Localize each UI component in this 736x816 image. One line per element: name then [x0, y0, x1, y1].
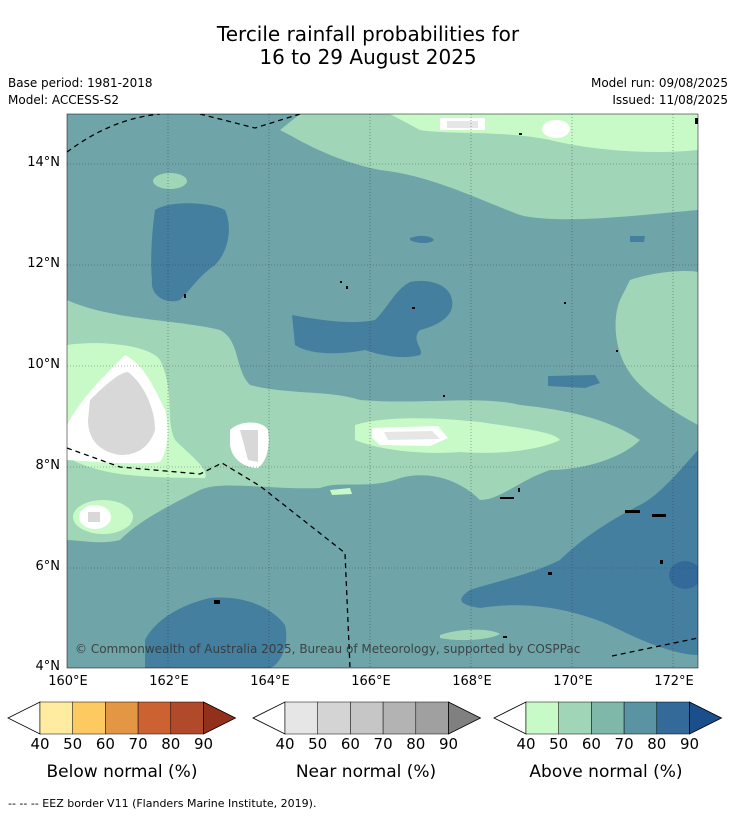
colorbar-under-arrow — [493, 701, 527, 735]
colorbar-tick-label: 90 — [438, 735, 459, 753]
issued-date: Issued: 11/08/2025 — [612, 93, 728, 107]
colorbar-segment — [317, 701, 351, 735]
base-period: Base period: 1981-2018 — [8, 76, 153, 90]
colorbar-segment — [558, 701, 592, 735]
colorbar-under-arrow — [252, 701, 286, 735]
region-above-50-central — [67, 300, 640, 543]
graticule — [67, 114, 698, 668]
lon-label-170e: 170°E — [553, 674, 593, 689]
lon-label-172e: 172°E — [654, 674, 694, 689]
region-above-70-southeast — [461, 450, 698, 655]
lon-label-162e: 162°E — [149, 674, 189, 689]
copyright-text: © Commonwealth of Australia 2025, Bureau… — [75, 642, 580, 656]
colorbar-tick-label: 50 — [308, 735, 328, 753]
region-above-70-blip2 — [630, 236, 645, 242]
colorbar-over-arrow — [203, 701, 237, 735]
near-spot-south — [88, 512, 100, 522]
lat-label-6n: 6°N — [35, 559, 61, 574]
near-patch-north — [447, 121, 478, 128]
map-fill-layer — [67, 114, 698, 668]
eez-footnote: -- -- -- EEZ border V11 (Flanders Marine… — [8, 797, 317, 810]
lon-label-166e: 166°E — [351, 674, 391, 689]
region-above-70-east — [548, 375, 600, 388]
colorbar-title-near: Near normal (%) — [295, 762, 437, 782]
region-above-50-south — [440, 629, 500, 641]
colorbar-over-arrow — [689, 701, 723, 735]
lon-label-164e: 164°E — [250, 674, 290, 689]
near-patch-west — [88, 372, 155, 455]
region-above-70-center — [292, 280, 453, 358]
model-name: Model: ACCESS-S2 — [8, 93, 120, 107]
lon-label-168e: 168°E — [452, 674, 492, 689]
title-line-1: Tercile rainfall probabilities for — [216, 22, 520, 46]
colorbar-tick-label: 90 — [193, 735, 214, 753]
colorbar-segment — [382, 701, 417, 735]
region-above-70-southwest — [145, 597, 287, 668]
lat-label-10n: 10°N — [27, 357, 60, 372]
region-above-40-speck — [330, 488, 352, 495]
colorbar-tick-label: 90 — [679, 735, 700, 753]
lat-label-8n: 8°N — [35, 458, 61, 473]
lat-label-4n: 4°N — [35, 659, 61, 674]
colorbar-tick-label: 70 — [373, 735, 393, 753]
colorbar-tick-label: 40 — [275, 735, 295, 753]
lat-label-12n: 12°N — [27, 256, 60, 271]
lat-label-14n: 14°N — [27, 155, 60, 170]
colorbar-tick-label: 70 — [128, 735, 148, 753]
white-spot-north — [542, 120, 570, 138]
islands — [184, 118, 698, 638]
region-above-50-east — [615, 270, 698, 425]
colorbar-title-below: Below normal (%) — [46, 762, 198, 782]
colorbar-segment — [350, 701, 384, 735]
near-patch-west-central — [240, 430, 258, 462]
colorbar-title-above: Above normal (%) — [529, 762, 683, 782]
colorbar-tick-label: 40 — [30, 735, 50, 753]
region-above-50-small — [153, 173, 187, 189]
eez-border — [67, 114, 698, 668]
model-run: Model run: 09/08/2025 — [590, 76, 728, 90]
colorbar-tick-label: 80 — [406, 735, 426, 753]
colorbar-tick-label: 80 — [161, 735, 181, 753]
region-above-80-southeast — [669, 561, 698, 589]
colorbar-under-arrow — [7, 701, 41, 735]
colorbar-below-normal — [7, 701, 237, 735]
map-frame — [66, 113, 699, 669]
near-patch-center — [384, 431, 440, 440]
colorbar-segment — [284, 701, 318, 735]
colorbar-segment — [415, 701, 449, 735]
region-above-70-blip — [410, 235, 434, 243]
colorbar-tick-label: 60 — [581, 735, 601, 753]
colorbar-segment — [105, 701, 139, 735]
colorbar-tick-label: 50 — [549, 735, 569, 753]
colorbar-tick-label: 50 — [63, 735, 83, 753]
colorbar-over-arrow — [448, 701, 482, 735]
probability-map: © Commonwealth of Australia 2025, Bureau… — [66, 113, 699, 669]
colorbar-segment — [623, 701, 658, 735]
colorbar-tick-label: 60 — [95, 735, 115, 753]
region-above-70-west — [151, 203, 229, 302]
colorbar-segment — [591, 701, 625, 735]
colorbars — [7, 701, 723, 735]
colorbar-segment — [525, 701, 559, 735]
colorbar-segment — [656, 701, 690, 735]
lon-label-160e: 160°E — [48, 674, 88, 689]
colorbar-tick-label: 80 — [647, 735, 667, 753]
colorbar-segment — [72, 701, 106, 735]
colorbar-above-normal — [493, 701, 723, 735]
colorbar-tick-label: 40 — [516, 735, 536, 753]
colorbar-segment — [137, 701, 172, 735]
colorbar-segment — [170, 701, 204, 735]
colorbar-segment — [39, 701, 73, 735]
colorbar-near-normal — [252, 701, 482, 735]
colorbar-tick-label: 60 — [340, 735, 360, 753]
colorbar-tick-label: 70 — [614, 735, 634, 753]
title-line-2: 16 to 29 August 2025 — [259, 45, 477, 69]
